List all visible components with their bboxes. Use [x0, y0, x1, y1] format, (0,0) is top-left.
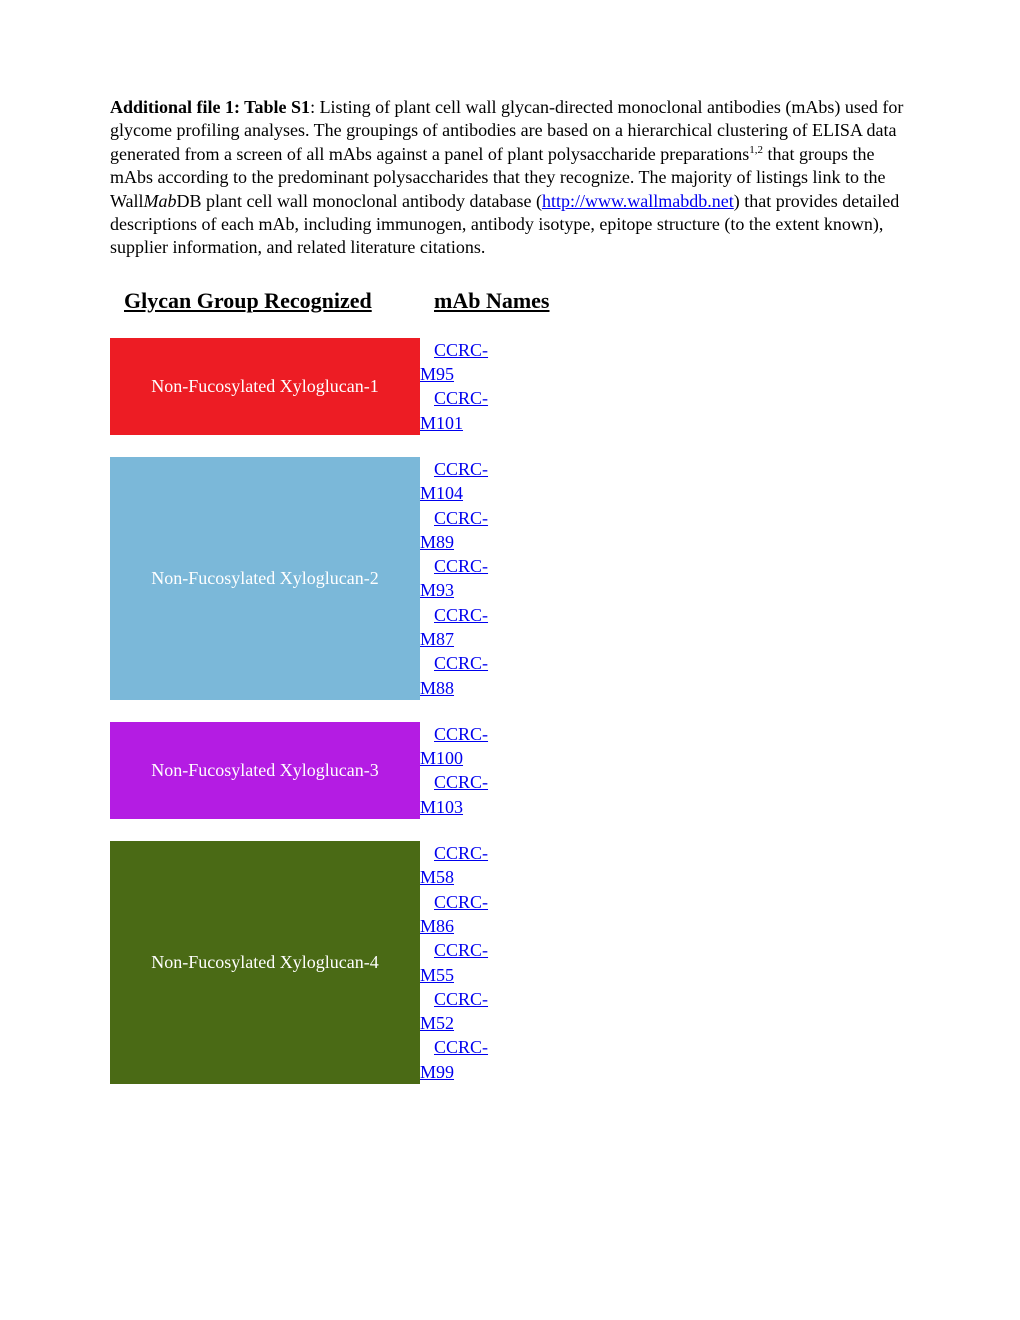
mab-link[interactable]: CCRC- — [434, 508, 488, 528]
mab-link[interactable]: CCRC- — [434, 340, 488, 360]
mab-link[interactable]: M99 — [420, 1062, 454, 1082]
mab-link[interactable]: CCRC- — [434, 556, 488, 576]
mab-link[interactable]: CCRC- — [434, 989, 488, 1009]
table-row: Non-Fucosylated Xyloglucan-1 CCRC- M95 CCR… — [110, 338, 910, 435]
table-row: Non-Fucosylated Xyloglucan-3 CCRC- M100 CC… — [110, 722, 910, 819]
glycan-group-label: Non-Fucosylated Xyloglucan-3 — [151, 759, 378, 782]
mab-cell: CCRC- M104 CCRC- M89 CCRC- M93 CCRC- M87 CCR… — [420, 457, 500, 700]
mab-link[interactable]: M95 — [420, 364, 454, 384]
mab-link[interactable]: CCRC- — [434, 843, 488, 863]
intro-italic: Mab — [144, 191, 177, 211]
mab-link[interactable]: M87 — [420, 629, 454, 649]
mab-link[interactable]: CCRC- — [434, 653, 488, 673]
mab-link[interactable]: CCRC- — [434, 605, 488, 625]
mab-link[interactable]: CCRC- — [434, 940, 488, 960]
mab-link[interactable]: CCRC- — [434, 724, 488, 744]
glycan-group-label: Non-Fucosylated Xyloglucan-1 — [151, 375, 378, 398]
mab-cell: CCRC- M58 CCRC- M86 CCRC- M55 CCRC- M52 CCRC… — [420, 841, 500, 1084]
glycan-group-cell: Non-Fucosylated Xyloglucan-4 — [110, 841, 420, 1084]
column-headers: Glycan Group Recognized mAb Names — [124, 288, 910, 314]
intro-paragraph: Additional file 1: Table S1: Listing of … — [110, 96, 910, 260]
mab-cell: CCRC- M100 CCRC- M103 — [420, 722, 500, 819]
mab-cell: CCRC- M95 CCRC- M101 — [420, 338, 500, 435]
table-row: Non-Fucosylated Xyloglucan-2 CCRC- M104 CC… — [110, 457, 910, 700]
mab-link[interactable]: M100 — [420, 748, 463, 768]
mab-link[interactable]: M55 — [420, 965, 454, 985]
header-glycan-group: Glycan Group Recognized — [124, 288, 434, 314]
mab-link[interactable]: CCRC- — [434, 1037, 488, 1057]
intro-link[interactable]: http://www.wallmabdb.net — [542, 191, 734, 211]
intro-bold: Additional file 1: Table S1 — [110, 97, 310, 117]
mab-link[interactable]: M58 — [420, 867, 454, 887]
mab-link[interactable]: M86 — [420, 916, 454, 936]
mab-link[interactable]: M88 — [420, 678, 454, 698]
table-row: Non-Fucosylated Xyloglucan-4 CCRC- M58 CCR… — [110, 841, 910, 1084]
mab-link[interactable]: M101 — [420, 413, 463, 433]
intro-sup: 1,2 — [749, 144, 763, 156]
glycan-group-label: Non-Fucosylated Xyloglucan-2 — [151, 567, 378, 590]
glycan-group-cell: Non-Fucosylated Xyloglucan-1 — [110, 338, 420, 435]
mab-link[interactable]: CCRC- — [434, 459, 488, 479]
mab-link[interactable]: M104 — [420, 483, 463, 503]
glycan-group-cell: Non-Fucosylated Xyloglucan-2 — [110, 457, 420, 700]
intro-text-3: DB plant cell wall monoclonal antibody d… — [177, 191, 542, 211]
mab-link[interactable]: M103 — [420, 797, 463, 817]
mab-link[interactable]: CCRC- — [434, 772, 488, 792]
mab-link[interactable]: M89 — [420, 532, 454, 552]
glycan-group-label: Non-Fucosylated Xyloglucan-4 — [151, 951, 378, 974]
glycan-group-cell: Non-Fucosylated Xyloglucan-3 — [110, 722, 420, 819]
mab-link[interactable]: M93 — [420, 580, 454, 600]
mab-link[interactable]: CCRC- — [434, 388, 488, 408]
mab-link[interactable]: M52 — [420, 1013, 454, 1033]
mab-link[interactable]: CCRC- — [434, 892, 488, 912]
header-mab-names: mAb Names — [434, 288, 550, 314]
